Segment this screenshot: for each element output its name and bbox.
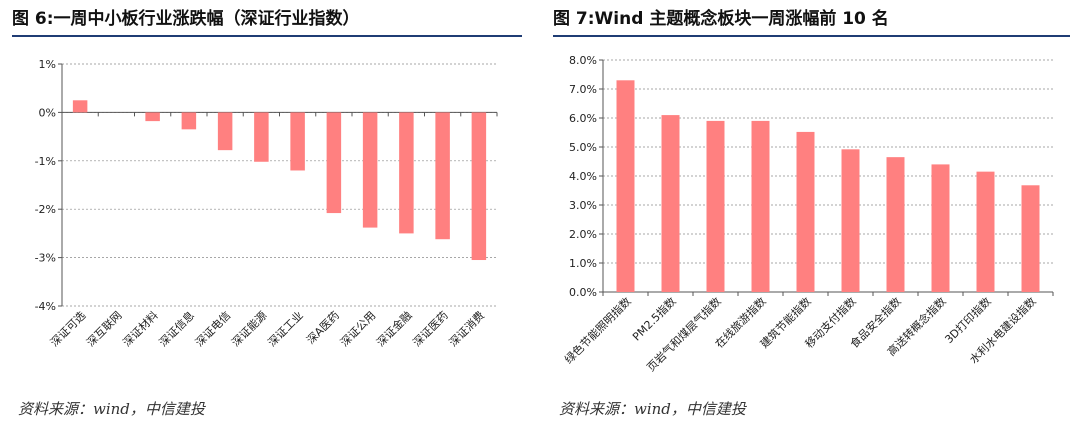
bar bbox=[471, 112, 487, 261]
chart-panel-concept: 图 7:Wind 主题概念板块一周涨幅前 10 名 8.0% 7.0% 6.0% 5.… bbox=[553, 0, 1070, 428]
bar bbox=[217, 112, 233, 151]
x-category-label: 深证消费 bbox=[446, 308, 487, 349]
x-category-label: 页岩气和煤层气指数 bbox=[644, 294, 724, 374]
bar bbox=[72, 100, 88, 113]
chart-title: 图 6:一周中小板行业涨跌幅（深证行业指数） bbox=[12, 9, 360, 29]
y-tick-label: 0% bbox=[39, 106, 56, 119]
x-category-label: 深A医药 bbox=[304, 309, 342, 347]
bar bbox=[1021, 185, 1040, 292]
y-tick-label: -2% bbox=[35, 203, 56, 216]
y-tick-label: 6.0% bbox=[569, 112, 597, 125]
x-category-label: 深证工业 bbox=[265, 309, 305, 349]
bar bbox=[145, 112, 160, 122]
x-category-label: 深证材料 bbox=[120, 308, 161, 349]
y-tick-label: 2.0% bbox=[569, 228, 597, 241]
bar bbox=[254, 112, 269, 162]
y-tick-label: 3.0% bbox=[569, 199, 597, 212]
y-tick-label: 0.0% bbox=[569, 286, 597, 299]
bar bbox=[616, 80, 635, 292]
y-tick-label: 7.0% bbox=[569, 83, 597, 96]
source-note: 资料来源：wind，中信建投 bbox=[559, 400, 746, 418]
chart-panel-industry: 图 6:一周中小板行业涨跌幅（深证行业指数） 1% 0% -1% -2% -3% -4% 深… bbox=[12, 0, 522, 428]
y-tick-label: -1% bbox=[35, 155, 56, 168]
x-category-label: 深证医药 bbox=[410, 309, 450, 349]
bar bbox=[796, 131, 815, 292]
x-category-label: 深互联网 bbox=[84, 309, 124, 349]
bar bbox=[290, 112, 305, 171]
bar bbox=[706, 120, 725, 293]
y-tick-label: -4% bbox=[35, 300, 56, 313]
bar bbox=[661, 115, 680, 292]
bar bbox=[976, 171, 995, 292]
title-divider bbox=[553, 35, 1070, 37]
y-tick-label: 4.0% bbox=[569, 170, 597, 183]
y-tick-label: 1% bbox=[39, 58, 56, 71]
x-category-label: 绿色节能照明指数 bbox=[561, 294, 633, 366]
bar bbox=[841, 149, 860, 292]
x-category-label: PM2.5指数 bbox=[629, 294, 678, 343]
concept-bar-chart: 8.0% 7.0% 6.0% 5.0% 4.0% 3.0% 2.0% 1.0% 0.0%绿色节能… bbox=[561, 54, 1054, 374]
y-tick-label: 1.0% bbox=[569, 257, 597, 270]
bar bbox=[399, 112, 414, 234]
title-divider bbox=[12, 35, 522, 37]
x-category-label: 深证能源 bbox=[228, 308, 269, 349]
bar bbox=[886, 157, 905, 292]
bar bbox=[435, 112, 450, 240]
bar bbox=[181, 112, 197, 130]
bar bbox=[931, 164, 950, 292]
x-category-label: 深证公用 bbox=[338, 309, 378, 349]
x-category-label: 深证电信 bbox=[193, 309, 233, 349]
x-category-label: 深证信息 bbox=[156, 308, 197, 349]
x-category-label: 深证可选 bbox=[48, 309, 88, 349]
bar bbox=[362, 112, 378, 228]
y-tick-label: -3% bbox=[35, 252, 56, 265]
y-tick-label: 8.0% bbox=[569, 54, 597, 67]
industry-bar-chart: 1% 0% -1% -2% -3% -4%深证可选深互联网深证材料深证信息深证电信深证能源… bbox=[35, 58, 498, 349]
source-note: 资料来源：wind，中信建投 bbox=[18, 400, 205, 418]
x-category-label: 深证金融 bbox=[373, 308, 414, 349]
chart-title: 图 7:Wind 主题概念板块一周涨幅前 10 名 bbox=[553, 9, 889, 29]
bar bbox=[326, 112, 342, 214]
y-tick-label: 5.0% bbox=[569, 141, 597, 154]
bar bbox=[751, 120, 770, 293]
